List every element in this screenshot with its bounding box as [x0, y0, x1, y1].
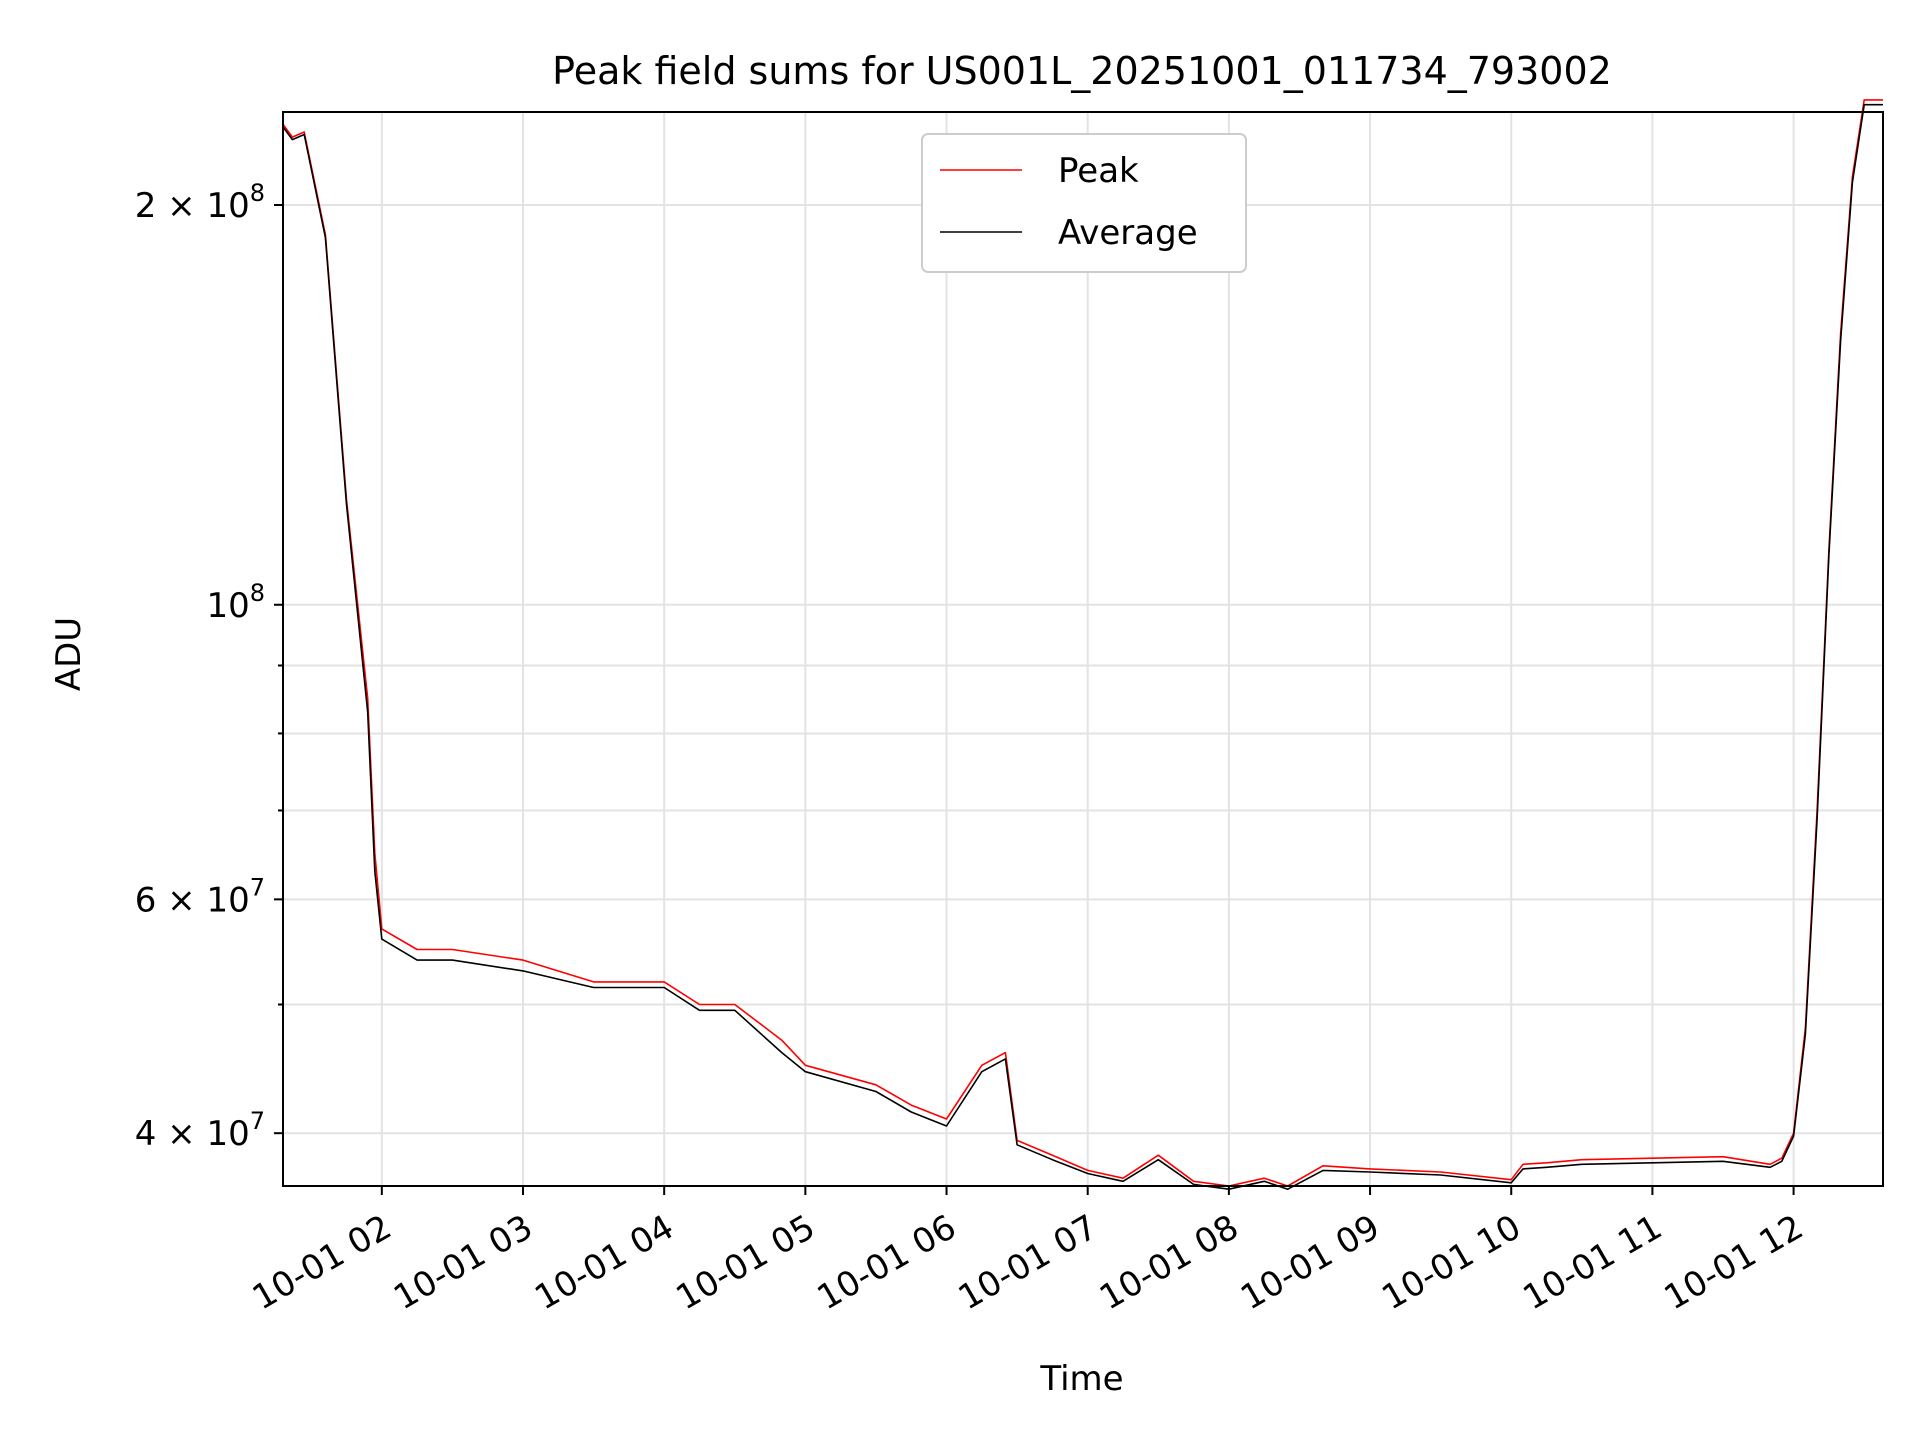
legend-label: Peak — [1058, 151, 1139, 191]
y-tick-label: 6 × 107 — [135, 873, 265, 920]
series-line-average — [282, 103, 1883, 1190]
plot-frame — [282, 111, 1884, 1187]
series-line-peak — [282, 99, 1883, 1187]
y-axis-label: ADU — [49, 617, 89, 691]
legend-box — [921, 133, 1247, 273]
y-tick-label: 4 × 107 — [135, 1107, 265, 1154]
legend: Peak Average — [921, 133, 1247, 273]
series-layer — [282, 99, 1883, 1190]
y-tick-label: 2 × 108 — [135, 179, 265, 226]
chart-title: Peak field sums for US001L_20251001_0117… — [552, 49, 1612, 93]
x-axis-label: Time — [1039, 1359, 1123, 1399]
legend-label: Average — [1058, 213, 1198, 253]
grid — [283, 112, 1883, 1186]
y-tick-label: 108 — [206, 579, 265, 626]
